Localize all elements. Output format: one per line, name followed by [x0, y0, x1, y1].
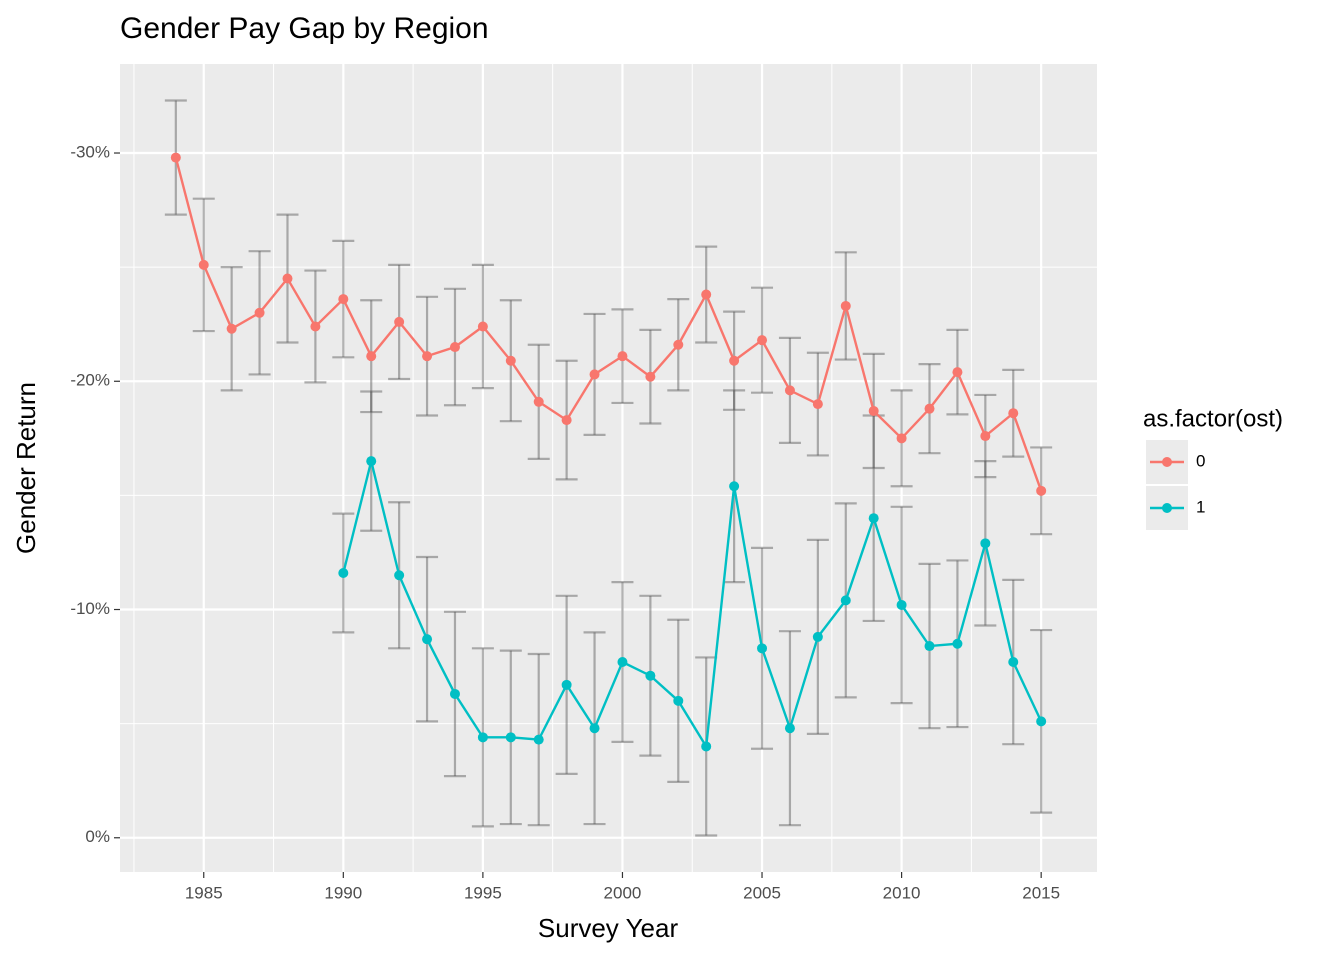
- point: [757, 643, 768, 654]
- point: [952, 638, 963, 649]
- point: [589, 723, 600, 734]
- series-line: [342, 460, 1043, 751]
- point: [533, 734, 544, 745]
- point: [784, 723, 795, 734]
- point: [422, 634, 433, 645]
- point: [980, 538, 991, 549]
- x-tick-label: 1995: [464, 883, 502, 902]
- point: [589, 369, 600, 380]
- point: [952, 367, 963, 378]
- y-tick-label: -10%: [70, 599, 110, 618]
- point: [812, 399, 823, 410]
- point: [561, 415, 572, 426]
- point: [338, 294, 349, 305]
- point: [868, 405, 879, 416]
- y-tick-label: -20%: [70, 371, 110, 390]
- point: [924, 403, 935, 414]
- point: [896, 433, 907, 444]
- point: [617, 351, 628, 362]
- chart-title: Gender Pay Gap by Region: [120, 12, 489, 45]
- point: [310, 321, 321, 332]
- series-line: [174, 157, 1043, 492]
- point: [226, 323, 237, 334]
- point: [701, 289, 712, 300]
- point: [673, 695, 684, 706]
- point: [868, 513, 879, 524]
- point: [1008, 657, 1019, 668]
- point: [366, 456, 377, 467]
- point: [505, 355, 516, 366]
- point: [282, 273, 293, 284]
- point: [701, 741, 712, 752]
- legend-point: [1162, 457, 1172, 467]
- point: [449, 342, 460, 353]
- legend-label: 1: [1196, 497, 1205, 516]
- x-tick-label: 2015: [1022, 883, 1060, 902]
- point: [561, 679, 572, 690]
- point: [422, 351, 433, 362]
- x-tick-label: 2000: [604, 883, 642, 902]
- point: [617, 657, 628, 668]
- point: [645, 371, 656, 382]
- point: [673, 339, 684, 350]
- x-axis-label: Survey Year: [538, 913, 679, 943]
- legend-title: as.factor(ost): [1143, 405, 1283, 432]
- point: [449, 688, 460, 699]
- legend-label: 0: [1196, 451, 1205, 470]
- point: [924, 641, 935, 652]
- point: [338, 567, 349, 578]
- point: [366, 351, 377, 362]
- point: [896, 599, 907, 610]
- point: [198, 259, 209, 270]
- point: [645, 670, 656, 681]
- point: [840, 300, 851, 311]
- point: [980, 431, 991, 442]
- point: [477, 732, 488, 743]
- point: [533, 396, 544, 407]
- panel: [120, 64, 1097, 872]
- point: [729, 481, 740, 492]
- point: [394, 316, 405, 327]
- x-tick-label: 2010: [883, 883, 921, 902]
- y-tick-label: 0%: [85, 827, 110, 846]
- x-tick-label: 1990: [324, 883, 362, 902]
- y-axis-label: Gender Return: [11, 382, 41, 554]
- point: [394, 570, 405, 581]
- point: [505, 732, 516, 743]
- point: [1036, 485, 1047, 496]
- point: [254, 307, 265, 318]
- y-tick-label: -30%: [70, 143, 110, 162]
- point: [729, 355, 740, 366]
- point: [477, 321, 488, 332]
- point: [1036, 716, 1047, 727]
- x-tick-label: 2005: [743, 883, 781, 902]
- point: [840, 595, 851, 606]
- point: [784, 385, 795, 396]
- legend-point: [1162, 503, 1172, 513]
- x-tick-label: 1985: [185, 883, 223, 902]
- point: [757, 335, 768, 346]
- point: [1008, 408, 1019, 419]
- point: [170, 152, 181, 163]
- point: [812, 631, 823, 642]
